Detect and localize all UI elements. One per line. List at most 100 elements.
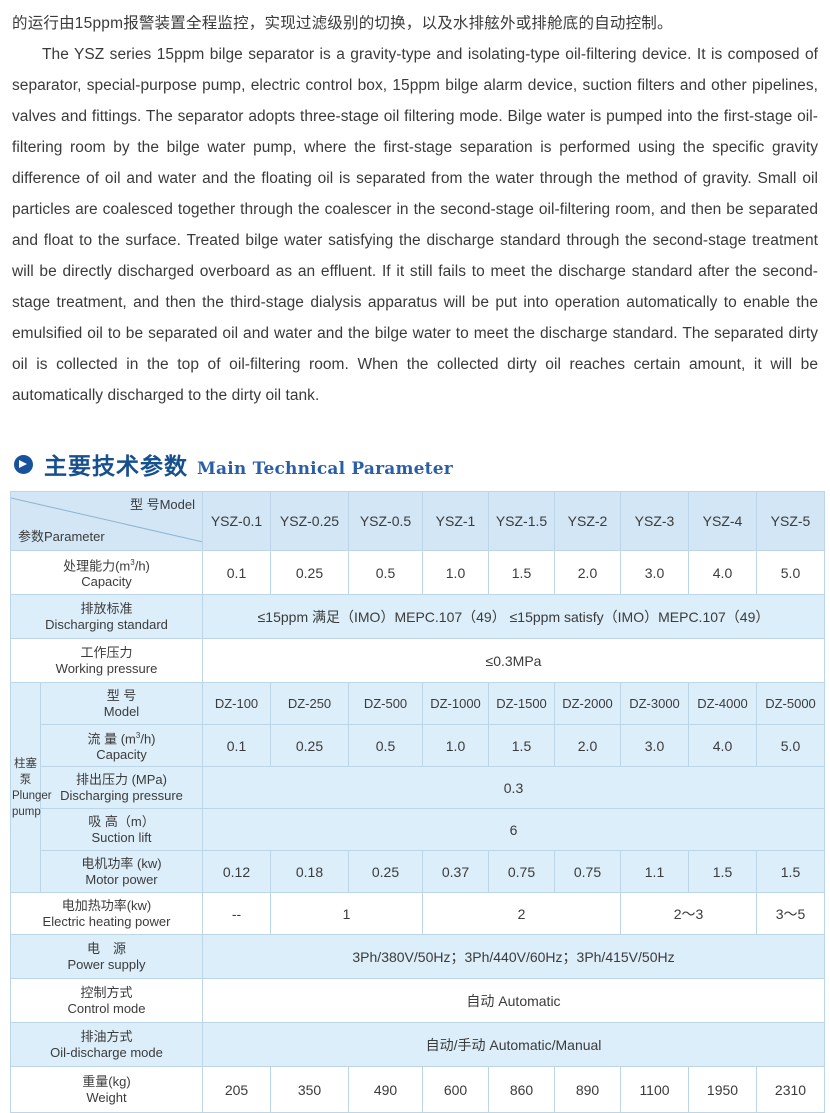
row-label-motor-power-cn: 电机功率 (kw): [81, 855, 162, 871]
model-header-7: YSZ-4: [688, 491, 757, 551]
pump-capacity-value-6: 3.0: [620, 723, 689, 768]
row-label-motor-power-en: Motor power: [85, 871, 158, 887]
model-header-0: YSZ-0.1: [202, 491, 271, 551]
pump-model-value-5: DZ-2000: [554, 682, 621, 725]
row-label-working-pressure: 工作压力 Working pressure: [10, 638, 203, 683]
table-row-weight: 重量(kg) Weight 205 350 490 600 860 890 11…: [10, 1066, 825, 1113]
section-heading: 主要技术参数 Main Technical Parameter: [14, 447, 830, 481]
table-row-discharging-standard: 排放标准 Discharging standard ≤15ppm 满足（IMO）…: [10, 594, 825, 639]
weight-value-4: 860: [488, 1066, 555, 1113]
weight-value-3: 600: [422, 1066, 489, 1113]
motor-power-value-1: 0.18: [270, 850, 349, 894]
capacity-value-7: 4.0: [688, 550, 757, 595]
model-header-2: YSZ-0.5: [348, 491, 423, 551]
weight-value-0: 205: [202, 1066, 271, 1113]
row-label-discharging-standard-en: Discharging standard: [45, 616, 168, 632]
row-label-pump-model-cn: 型 号: [106, 687, 137, 703]
pump-model-value-6: DZ-3000: [620, 682, 689, 725]
motor-power-value-7: 1.5: [688, 850, 757, 894]
electric-heating-segment-3: 2～3: [620, 892, 757, 936]
pump-model-value-8: DZ-5000: [756, 682, 825, 725]
row-label-pump-capacity: 流 量 (m3/h) Capacity: [40, 723, 203, 768]
capacity-value-8: 5.0: [756, 550, 825, 595]
row-label-power-supply: 电 源 Power supply: [10, 934, 203, 980]
pump-capacity-value-3: 1.0: [422, 723, 489, 768]
motor-power-value-0: 0.12: [202, 850, 271, 894]
row-label-oil-discharge-mode-en: Oil-discharge mode: [50, 1044, 163, 1060]
row-label-control-mode-en: Control mode: [67, 1000, 146, 1016]
row-label-power-supply-en: Power supply: [67, 956, 146, 972]
row-label-control-mode: 控制方式 Control mode: [10, 978, 203, 1024]
capacity-value-6: 3.0: [620, 550, 689, 595]
capacity-value-4: 1.5: [488, 550, 555, 595]
row-label-working-pressure-cn: 工作压力: [80, 644, 133, 660]
power-supply-value: 3Ph/380V/50Hz；3Ph/440V/60Hz；3Ph/415V/50H…: [202, 934, 825, 980]
weight-value-6: 1100: [620, 1066, 689, 1113]
pump-capacity-value-5: 2.0: [554, 723, 621, 768]
pump-suction-lift-value: 6: [202, 808, 825, 852]
row-label-weight-en: Weight: [86, 1089, 127, 1105]
motor-power-value-6: 1.1: [620, 850, 689, 894]
electric-heating-segment-2: 2: [422, 892, 621, 936]
row-label-capacity-en: Capacity: [81, 574, 132, 590]
row-label-weight: 重量(kg) Weight: [10, 1066, 203, 1113]
row-label-electric-heating-power-cn: 电加热功率(kw): [61, 897, 152, 913]
row-label-pump-discharging-pressure-cn: 排出压力 (MPa): [75, 771, 167, 787]
pump-model-value-1: DZ-250: [270, 682, 349, 725]
capacity-value-0: 0.1: [202, 550, 271, 595]
intro-paragraph-english: The YSZ series 15ppm bilge separator is …: [12, 46, 818, 404]
row-label-working-pressure-en: Working pressure: [55, 660, 158, 676]
row-label-capacity: 处理能力(m3/h) Capacity: [10, 550, 203, 595]
corner-header-cell: 型 号Model 参数Parameter: [10, 491, 203, 551]
electric-heating-segment-4: 3～5: [756, 892, 825, 936]
row-label-discharging-standard: 排放标准 Discharging standard: [10, 594, 203, 639]
discharging-standard-value: ≤15ppm 满足（IMO）MEPC.107（49） ≤15ppm satisf…: [202, 594, 825, 639]
row-label-oil-discharge-mode: 排油方式 Oil-discharge mode: [10, 1022, 203, 1068]
pump-capacity-value-8: 5.0: [756, 723, 825, 768]
row-label-control-mode-cn: 控制方式: [80, 984, 133, 1000]
pump-group-label-en-2: pump: [12, 805, 41, 818]
electric-heating-segment-0: --: [202, 892, 271, 936]
motor-power-value-5: 0.75: [554, 850, 621, 894]
table-row-capacity: 处理能力(m3/h) Capacity 0.1 0.25 0.5 1.0 1.5…: [10, 550, 825, 595]
table-row-motor-power: 电机功率 (kw) Motor power 0.12 0.18 0.25 0.3…: [11, 850, 825, 894]
table-row-pump-model: 柱塞泵 Plunger pump 型 号 Model DZ-100 DZ-250…: [10, 681, 825, 894]
table-row-oil-discharge-mode: 排油方式 Oil-discharge mode 自动/手动 Automatic/…: [10, 1022, 825, 1068]
arrow-right-circle-icon: [14, 454, 33, 474]
corner-bottom-label: 参数Parameter: [18, 529, 105, 544]
row-label-pump-model: 型 号 Model: [40, 682, 203, 725]
pump-capacity-value-0: 0.1: [202, 723, 271, 768]
row-label-pump-capacity-cn: 流 量 (m3/h): [87, 731, 156, 747]
table-row-working-pressure: 工作压力 Working pressure ≤0.3MPa: [10, 638, 825, 683]
capacity-value-5: 2.0: [554, 550, 621, 595]
pump-model-value-7: DZ-4000: [688, 682, 757, 725]
motor-power-value-3: 0.37: [422, 850, 489, 894]
row-label-electric-heating-power-en: Electric heating power: [42, 913, 171, 929]
row-label-motor-power: 电机功率 (kw) Motor power: [40, 850, 203, 894]
row-label-pump-model-en: Model: [103, 703, 140, 719]
row-label-power-supply-cn: 电 源: [86, 940, 126, 956]
pump-group-label: 柱塞泵 Plunger pump: [10, 681, 52, 894]
row-label-pump-suction-lift: 吸 高（m） Suction lift: [40, 808, 203, 852]
discharging-standard-line1: ≤15ppm 满足（IMO）MEPC.107（49）: [257, 608, 506, 625]
motor-power-value-8: 1.5: [756, 850, 825, 894]
table-row-pump-discharging-pressure: 排出压力 (MPa) Discharging pressure 0.3: [11, 766, 825, 810]
row-label-oil-discharge-mode-cn: 排油方式: [80, 1028, 133, 1044]
model-header-1: YSZ-0.25: [270, 491, 349, 551]
row-label-electric-heating-power: 电加热功率(kw) Electric heating power: [10, 892, 203, 936]
pump-group-label-cn: 柱塞泵: [14, 757, 37, 786]
pump-model-value-4: DZ-1500: [488, 682, 555, 725]
table-row-pump-suction-lift: 吸 高（m） Suction lift 6: [11, 808, 825, 852]
pump-capacity-value-4: 1.5: [488, 723, 555, 768]
row-label-pump-capacity-en: Capacity: [96, 747, 147, 763]
pump-model-value-2: DZ-500: [348, 682, 423, 725]
pump-capacity-value-1: 0.25: [270, 723, 349, 768]
intro-text-block: 的运行由15ppm报警装置全程监控，实现过滤级别的切换，以及水排舷外或排舱底的自…: [0, 0, 830, 411]
row-label-pump-suction-lift-cn: 吸 高（m）: [88, 813, 155, 829]
model-header-3: YSZ-1: [422, 491, 489, 551]
capacity-value-2: 0.5: [348, 550, 423, 595]
table-row-pump-capacity: 流 量 (m3/h) Capacity 0.1 0.25 0.5 1.0 1.5…: [11, 723, 825, 768]
row-label-pump-suction-lift-en: Suction lift: [91, 829, 152, 845]
model-header-4: YSZ-1.5: [488, 491, 555, 551]
intro-paragraph-chinese: 的运行由15ppm报警装置全程监控，实现过滤级别的切换，以及水排舷外或排舱底的自…: [12, 15, 673, 32]
